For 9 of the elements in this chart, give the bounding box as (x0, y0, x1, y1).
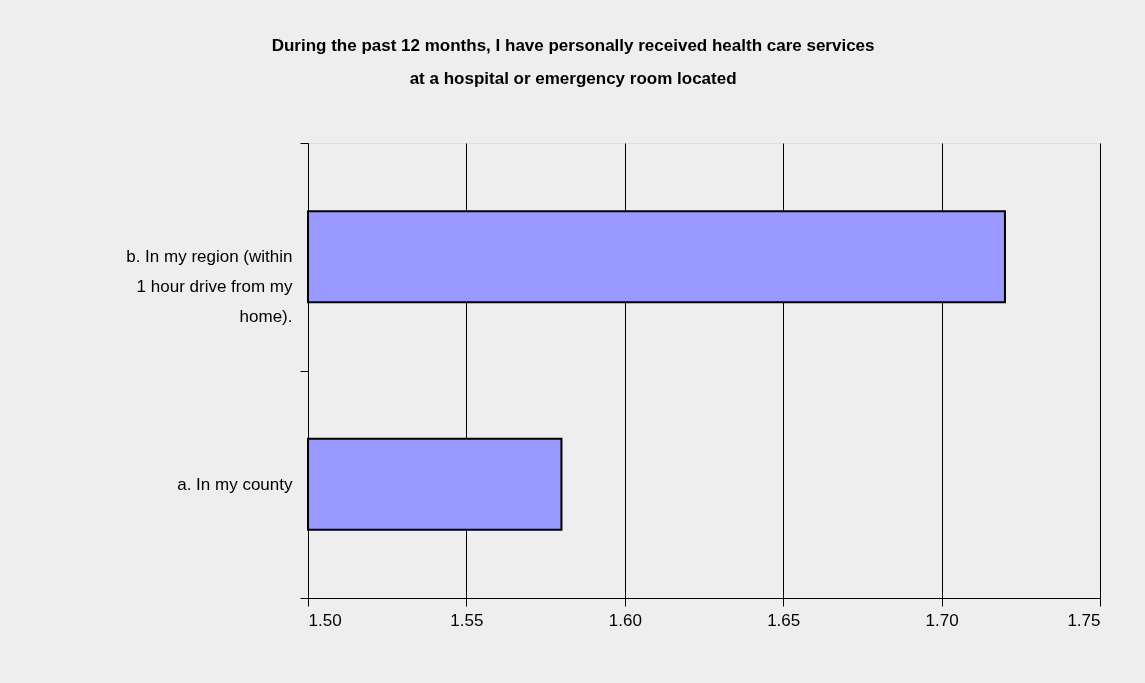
y-tick-label: a. In my county (177, 474, 293, 494)
y-tick-label: b. In my region (within 1 hour drive from my home). (126, 247, 293, 327)
x-tick-label: 1.65 (767, 610, 801, 630)
x-tick-label: 1.75 (1067, 610, 1101, 630)
x-tick-label: 1.60 (608, 610, 642, 630)
x-tick-label: 1.55 (450, 610, 484, 630)
x-tick-label: 1.50 (308, 610, 342, 630)
chart-title: During the past 12 months, I have personally received health care services at a hospital or emergency room located (271, 36, 875, 88)
x-tick-label: 1.70 (925, 610, 959, 630)
